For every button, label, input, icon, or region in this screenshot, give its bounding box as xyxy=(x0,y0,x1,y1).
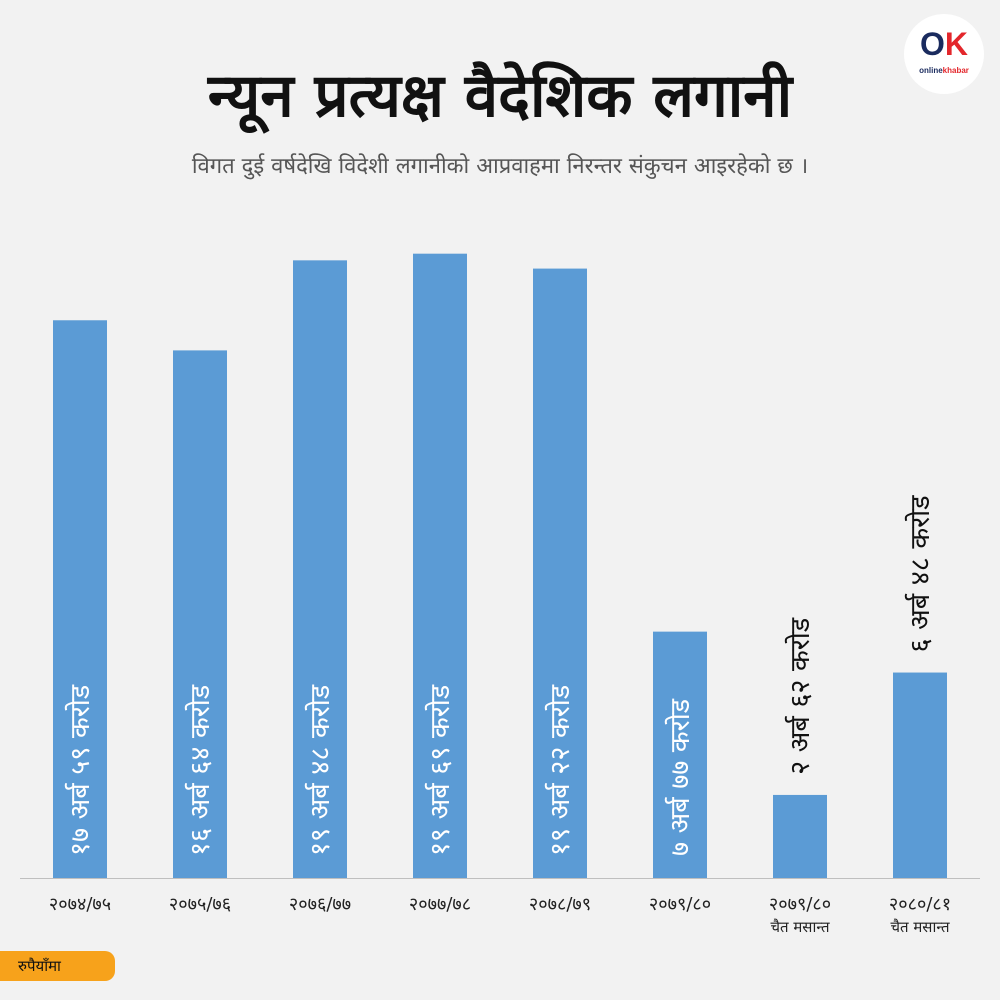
bar xyxy=(653,631,707,878)
x-tick-label: २०७७/७८ xyxy=(409,894,471,915)
bar-value-label: १९ अर्ब ६९ करोड xyxy=(424,684,456,856)
unit-badge: रुपैयाँमा xyxy=(0,951,115,981)
x-tick-label: २०७८/७९ xyxy=(529,894,591,915)
bar xyxy=(533,268,587,879)
bar-value-label: ७ अर्ब ७७ करोड xyxy=(664,698,696,856)
x-tick-label: २०७४/७५ xyxy=(49,894,111,915)
bar-value-label: १६ अर्ब ६४ करोड xyxy=(184,684,216,856)
bar xyxy=(53,320,107,878)
logo-wordmark: onlinekhabar xyxy=(919,66,969,75)
bar xyxy=(293,260,347,879)
bar xyxy=(773,794,827,878)
x-tick-label: २०७९/८० xyxy=(769,894,831,915)
logo-mark: OK xyxy=(920,26,968,62)
x-tick-sublabel: चैत मसान्त xyxy=(770,918,829,936)
x-tick-label: २०७६/७७ xyxy=(289,894,351,915)
bar-value-label: ६ अर्ब ४८ करोड xyxy=(904,495,936,653)
bar-value-label: १९ अर्ब ४८ करोड xyxy=(304,684,336,856)
chart-subtitle: विगत दुई वर्षदेखि विदेशी लगानीको आप्रवाह… xyxy=(191,154,809,179)
bar-value-label: १७ अर्ब ५९ करोड xyxy=(64,684,96,856)
bar-value-label: १९ अर्ब २२ करोड xyxy=(544,684,576,856)
bar-value-label: २ अर्ब ६२ करोड xyxy=(784,617,816,775)
x-tick-label: २०७५/७६ xyxy=(169,894,231,915)
chart-title: न्यून प्रत्यक्ष वैदेशिक लगानी xyxy=(207,61,793,131)
bar xyxy=(173,350,227,878)
x-tick-sublabel: चैत मसान्त xyxy=(890,918,949,936)
x-tick-label: २०८०/८१ xyxy=(889,894,951,915)
x-tick-label: २०७९/८० xyxy=(649,894,711,915)
onlinekhabar-logo: OK onlinekhabar xyxy=(904,14,984,94)
bar xyxy=(413,253,467,878)
bar xyxy=(893,672,947,878)
